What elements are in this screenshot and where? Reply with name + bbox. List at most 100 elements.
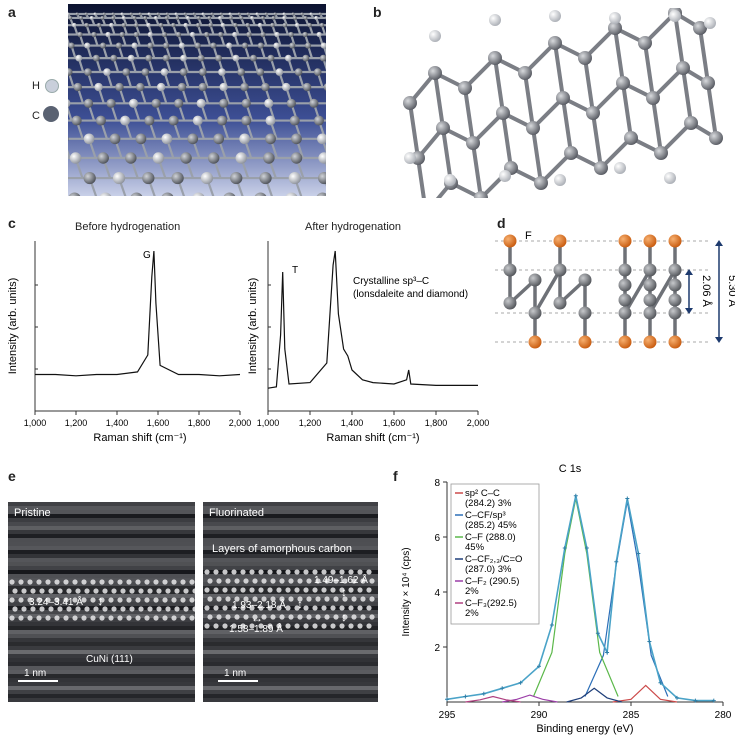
substrate-label: CuNi (111) xyxy=(86,654,133,665)
panel-e-letter: e xyxy=(8,468,16,484)
raman-left-xtick-label: 1,200 xyxy=(65,418,88,428)
raman-right-xtick-label: 1,800 xyxy=(425,418,448,428)
raman-right-xtick-label: 2,000 xyxy=(467,418,490,428)
xps-envelope-point xyxy=(463,694,468,699)
legend-c-swatch xyxy=(43,106,59,122)
xps-series-0 xyxy=(612,684,678,703)
raman-left-xtick-label: 2,000 xyxy=(229,418,252,428)
spacing-3-label: 1.58–1.89 Å xyxy=(229,624,283,635)
xps-ytick-label: 8 xyxy=(434,478,440,489)
pristine-label: Pristine xyxy=(14,507,51,519)
after-title: After hydrogenation xyxy=(305,221,402,233)
dim-outer-label: 5.30 Å xyxy=(726,275,735,307)
xps-legend-line1: C–CF/sp³ xyxy=(465,510,506,521)
tem-fluorinated-image xyxy=(203,502,378,702)
xps-legend-line2: 45% xyxy=(465,542,485,553)
sp3-annotation-1: Crystalline sp³–C xyxy=(353,276,429,287)
xps-ytick-label: 6 xyxy=(434,533,440,544)
xps-xtick-label: 280 xyxy=(715,710,732,721)
xps-xtick-label: 290 xyxy=(531,710,548,721)
panel-b-letter: b xyxy=(373,4,382,20)
xps-series-3 xyxy=(566,687,622,703)
xps-xtick-label: 295 xyxy=(439,710,456,721)
left-scalebar xyxy=(18,680,58,682)
xps-envelope-point xyxy=(625,496,630,501)
raman-before-line xyxy=(35,250,241,377)
xps-legend-line2: (287.0) 3% xyxy=(465,564,512,575)
hydrogenated-graphene-render xyxy=(68,4,326,196)
xps-legend-line1: C–CF₂,₃/C=O xyxy=(465,554,522,565)
pristine-spacing-arrow: ↕ xyxy=(97,593,104,608)
xps-legend-line2: (284.2) 3% xyxy=(465,498,512,509)
xps-envelope-point xyxy=(549,623,554,627)
xps-xtick-label: 285 xyxy=(623,710,640,721)
right-xlabel: Raman shift (cm⁻¹) xyxy=(326,432,419,444)
left-xlabel: Raman shift (cm⁻¹) xyxy=(93,432,186,444)
xps-envelope-point xyxy=(693,698,698,703)
raman-right-xtick-label: 1,200 xyxy=(299,418,322,428)
spacing-3-arrow: ↔ xyxy=(251,611,263,625)
raman-left-xtick-label: 1,600 xyxy=(147,418,170,428)
raman-left-xtick-label: 1,800 xyxy=(188,418,211,428)
xps-legend-line1: sp² C–C xyxy=(465,488,500,499)
pristine-spacing: 3.24–3.41 Å xyxy=(29,597,83,608)
xps-series-2 xyxy=(532,498,619,697)
raman-left-xtick-label: 1,000 xyxy=(24,418,47,428)
tem-pristine-image xyxy=(8,502,195,702)
panel-a-letter: a xyxy=(8,4,16,20)
panel-d-letter: d xyxy=(497,215,506,231)
xps-series-5 xyxy=(465,695,521,703)
raman-right-xtick-label: 1,400 xyxy=(341,418,364,428)
xps-ytick-label: 4 xyxy=(434,588,440,599)
g-peak-label: G xyxy=(143,250,151,261)
spacing-2-arrow: ↕ xyxy=(297,597,303,611)
xps-envelope-point xyxy=(445,697,449,702)
xps-envelope-point xyxy=(518,680,523,685)
xps-envelope-point xyxy=(658,680,663,685)
raman-charts: 1,000 1,200 1,400 1,600 1,800 2,000 1,000 1,200… xyxy=(7,241,490,444)
xps-ylabel: Intensity × 10⁴ (cps) xyxy=(401,547,412,636)
panel-f-letter: f xyxy=(393,468,398,484)
before-title: Before hydrogenation xyxy=(75,221,181,233)
raman-right-xtick-label: 1,600 xyxy=(383,418,406,428)
xps-title: C 1s xyxy=(559,463,582,475)
dim-inner-label: 2.06 Å xyxy=(700,275,713,307)
xps-series-1 xyxy=(584,501,669,697)
graphane-structure-render xyxy=(390,8,730,198)
spacing-1-arrow: ↕ xyxy=(341,585,347,599)
legend-h-swatch xyxy=(45,79,59,93)
xps-envelope-point xyxy=(614,559,619,564)
right-scale-label: 1 nm xyxy=(224,668,247,679)
xps-envelope-point xyxy=(562,546,567,550)
xps-legend-line1: C–F (288.0) xyxy=(465,532,516,543)
xps-legend-line2: 2% xyxy=(465,608,479,619)
xps-series-6 xyxy=(446,495,714,702)
xps-legend-line2: 2% xyxy=(465,586,479,597)
xps-envelope-point xyxy=(595,631,600,636)
t-peak-label: T xyxy=(292,265,298,276)
spacing-2-label: 1.93–2.18 Å xyxy=(232,600,286,611)
xps-envelope-point xyxy=(647,639,652,644)
xps-envelope-point xyxy=(481,691,486,696)
xps-legend-box xyxy=(450,483,540,625)
xps-envelope-point xyxy=(605,650,610,655)
right-scalebar xyxy=(218,680,258,682)
spacing-1b-arrow: ↕ xyxy=(341,610,347,624)
raman-left-xtick-label: 1,400 xyxy=(106,418,129,428)
xps-envelope-point xyxy=(675,695,679,700)
panel-c-letter: c xyxy=(8,215,16,231)
left-ylabel: Intensity (arb. units) xyxy=(7,278,19,375)
xps-xlabel: Binding energy (eV) xyxy=(536,723,633,735)
fluorinated-label: Fluorinated xyxy=(209,507,265,519)
xps-envelope-point xyxy=(636,551,641,556)
fluorographane-structure: F 2.06 Å 5.30 Å xyxy=(495,230,735,349)
raman-after-line xyxy=(267,250,478,389)
sp3-annotation-2: (lonsdaleite and diamond) xyxy=(353,289,468,300)
f-atom-label: F xyxy=(525,230,532,242)
xps-envelope-point xyxy=(584,546,589,550)
spacing-1-label: 1.49–1.62 Å xyxy=(314,575,368,586)
xps-legend-line1: C–F₂ (290.5) xyxy=(465,576,519,587)
xps-envelope-point xyxy=(573,493,578,498)
right-ylabel: Intensity (arb. units) xyxy=(247,278,259,375)
